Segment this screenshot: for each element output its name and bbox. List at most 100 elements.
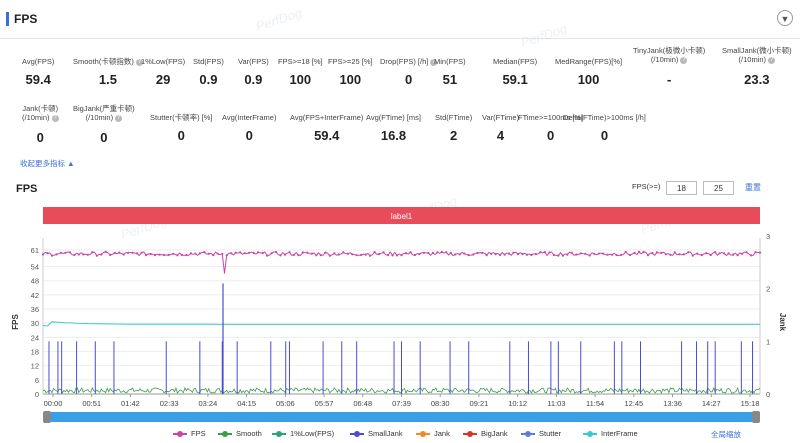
help-icon[interactable]: ? bbox=[115, 114, 123, 122]
legend-item-stutter[interactable]: Stutter bbox=[521, 429, 561, 438]
metric-avg-fps-interframe: Avg(FPS+InterFrame) 59.4 bbox=[290, 113, 363, 143]
metric-ftime-100ms: FTime>=100ms [%] 0 bbox=[518, 113, 583, 143]
fps-point bbox=[113, 251, 116, 255]
zoom-range[interactable] bbox=[51, 412, 752, 422]
y-tick-label: 30 bbox=[31, 319, 39, 328]
fps-point bbox=[73, 253, 76, 257]
fps-point bbox=[292, 253, 295, 256]
zoom-handle-right[interactable] bbox=[752, 411, 760, 423]
metric-label: Avg(FTime) [ms] bbox=[366, 113, 421, 122]
help-icon[interactable]: ? bbox=[430, 58, 438, 66]
fps-point bbox=[642, 250, 645, 254]
metric-label: Drop(FPS) [/h]? bbox=[380, 57, 438, 66]
fps-point bbox=[620, 253, 623, 256]
fps-point bbox=[503, 253, 506, 256]
metric-label-text: Stutter(卡顿率) [%] bbox=[150, 113, 213, 122]
fps-point bbox=[445, 251, 448, 254]
fps-point bbox=[458, 253, 461, 256]
fps-point bbox=[176, 254, 179, 257]
fps-threshold-label: FPS(>=) bbox=[632, 182, 661, 191]
metric-label: 1%Low(FPS) bbox=[141, 57, 185, 66]
fps-threshold-input-1[interactable]: 18 bbox=[666, 181, 697, 195]
legend-item-1-low-fps-[interactable]: 1%Low(FPS) bbox=[272, 429, 334, 438]
metric-label-text: Drop(FPS) [/h] bbox=[380, 57, 429, 66]
legend-item-interframe[interactable]: InterFrame bbox=[583, 429, 638, 438]
metric-label: BigJank(严重卡顿) (/10min)? bbox=[73, 104, 135, 122]
metric-fps-25: FPS>=25 [%] 100 bbox=[328, 57, 373, 87]
fps-point bbox=[189, 252, 192, 255]
collapse-metrics-link[interactable]: 收起更多指标 ▲ bbox=[20, 159, 75, 168]
chevron-down-icon[interactable]: ▼ bbox=[777, 10, 793, 26]
legend-item-bigjank[interactable]: BigJank bbox=[463, 429, 508, 438]
help-icon[interactable]: ? bbox=[680, 56, 688, 64]
fps-point bbox=[369, 254, 372, 257]
metric-label-text: Min(FPS) bbox=[434, 57, 466, 66]
fps-point bbox=[288, 251, 291, 254]
fps-point bbox=[234, 251, 237, 254]
metric-var-fps: Var(FPS) 0.9 bbox=[238, 57, 269, 87]
y-tick-label: 54 bbox=[31, 263, 39, 272]
metric-var-ftime: Var(FTime) 4 bbox=[482, 113, 519, 143]
fps-point bbox=[606, 253, 609, 256]
fps-point bbox=[221, 252, 224, 255]
fps-point bbox=[436, 251, 439, 254]
fps-point bbox=[687, 251, 690, 254]
metric-label-text: FPS>=18 [%] bbox=[278, 57, 323, 66]
legend-swatch bbox=[463, 431, 477, 438]
fps-point bbox=[732, 253, 735, 256]
fps-point bbox=[203, 251, 206, 254]
fps-point bbox=[543, 251, 547, 254]
fps-point bbox=[387, 254, 390, 257]
zoom-all-link[interactable]: 全局缩放 bbox=[711, 430, 741, 439]
chart-title: FPS bbox=[16, 183, 38, 195]
metric-label-text: FTime>=100ms [%] bbox=[518, 113, 584, 122]
metric-avg-fps: Avg(FPS) 59.4 bbox=[22, 57, 54, 87]
x-tick-label: 13:36 bbox=[663, 399, 682, 408]
fps-point bbox=[633, 251, 636, 254]
legend-label: Jank bbox=[434, 429, 450, 438]
fps-point bbox=[297, 254, 300, 257]
fps-point bbox=[82, 253, 85, 256]
fps-point bbox=[207, 252, 210, 255]
metric-label-text: TinyJank(极微小卡顿) bbox=[633, 46, 706, 55]
metric-medrange-fps: MedRange(FPS)[%] 100 bbox=[555, 57, 622, 87]
fps-point bbox=[570, 251, 573, 254]
metric-label: Avg(InterFrame) bbox=[222, 113, 276, 122]
metric-label-text: Median(FPS) bbox=[493, 57, 538, 66]
metric-value: 100 bbox=[577, 72, 600, 87]
reset-button[interactable]: 重置 bbox=[745, 183, 761, 192]
fps-point bbox=[660, 251, 663, 254]
legend-item-jank[interactable]: Jank bbox=[416, 429, 450, 438]
metric-label-text: Avg(FPS) bbox=[22, 57, 55, 66]
metric-value: 0 bbox=[100, 130, 108, 145]
legend-item-smalljank[interactable]: SmallJank bbox=[350, 429, 403, 438]
help-icon[interactable]: ? bbox=[135, 58, 143, 66]
fps-point bbox=[718, 252, 721, 255]
fps-point bbox=[467, 254, 470, 257]
zoom-handle-left[interactable] bbox=[43, 411, 51, 423]
metric-label-unit: (/10min) bbox=[85, 113, 114, 122]
metric-1-low-fps: 1%Low(FPS) 29 bbox=[141, 57, 185, 87]
metric-label: Median(FPS) bbox=[493, 57, 537, 66]
fps-point bbox=[86, 253, 89, 256]
fps-point bbox=[274, 250, 278, 254]
legend-label: FPS bbox=[191, 429, 206, 438]
fps-point bbox=[714, 251, 717, 254]
y2-tick-label: 2 bbox=[766, 285, 770, 294]
metric-label: TinyJank(极微小卡顿) (/10min)? bbox=[633, 46, 705, 64]
fps-point bbox=[678, 253, 681, 256]
metric-drop-fps-h: Drop(FPS) [/h]? 0 bbox=[380, 57, 438, 87]
metric-label-text: FPS>=25 [%] bbox=[328, 57, 373, 66]
legend-item-fps[interactable]: FPS bbox=[173, 429, 206, 438]
fps-point bbox=[100, 253, 103, 256]
help-icon[interactable]: ? bbox=[51, 114, 59, 122]
fps-point bbox=[194, 252, 197, 255]
legend-item-smooth[interactable]: Smooth bbox=[218, 429, 262, 438]
fps-point bbox=[431, 251, 434, 254]
legend-swatch bbox=[173, 431, 187, 438]
fps-point bbox=[127, 251, 130, 254]
help-icon[interactable]: ? bbox=[768, 56, 776, 64]
fps-threshold-input-2[interactable]: 25 bbox=[703, 181, 734, 195]
x-tick-label: 10:12 bbox=[508, 399, 527, 408]
